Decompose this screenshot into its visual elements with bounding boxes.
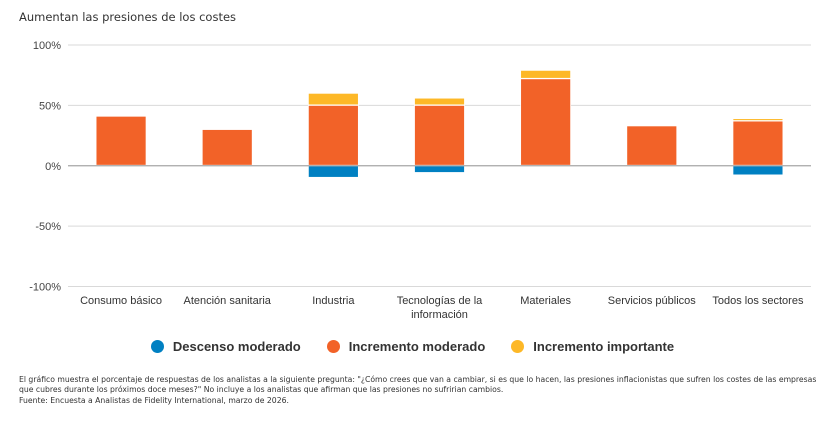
x-tick-label: Industria [312, 295, 355, 307]
y-tick-label: 100% [33, 40, 61, 52]
footnote: El gráfico muestra el porcentaje de resp… [19, 375, 819, 406]
bar-segment [520, 78, 572, 166]
legend-dot-icon [511, 340, 525, 353]
y-tick-label: -50% [35, 221, 61, 233]
footnote-line: El gráfico muestra el porcentaje de resp… [19, 375, 817, 384]
legend-label: Descenso moderado [172, 339, 301, 354]
bar-segment [307, 165, 359, 178]
legend-dot-icon [326, 340, 340, 353]
legend: Descenso moderado Incremento moderado In… [0, 339, 825, 354]
y-tick-label: 50% [39, 100, 61, 112]
chart-title: Aumentan las presiones de los costes [19, 10, 237, 24]
legend-dot-icon [150, 340, 164, 353]
x-tick-label: Atención sanitaria [183, 295, 271, 307]
legend-item-incremento-moderado[interactable]: Incremento moderado [326, 339, 486, 354]
x-tick-label: Tecnologías de la [397, 295, 483, 307]
bar-segment [414, 97, 465, 106]
x-axis-labels: Consumo básico Atención sanitaria Industri… [80, 295, 804, 321]
legend-label: Incremento moderado [348, 339, 486, 354]
x-tick-label: Consumo básico [80, 295, 162, 307]
bar-segment [520, 69, 572, 79]
bar-segment [732, 120, 784, 166]
y-axis-ticks: 100% 50% 0% -50% -100% [29, 40, 61, 294]
bar-segment [307, 104, 359, 166]
bar-segment [95, 115, 147, 166]
x-tick-label: información [411, 309, 468, 321]
legend-item-incremento-importante[interactable]: Incremento importante [511, 339, 674, 354]
stacked-bar-chart: 100% 50% 0% -50% -100% Consumo básico Atenció… [29, 40, 811, 321]
x-tick-label: Todos los sectores [712, 295, 804, 307]
footnote-line: que cubres durante los próximos doce mes… [19, 385, 504, 395]
bar-segment [732, 165, 784, 176]
bar-segment [626, 125, 678, 166]
x-tick-label: Servicios públicos [608, 295, 697, 307]
y-tick-label: -100% [29, 282, 61, 294]
bar-segment [307, 92, 359, 106]
bar-segment [732, 118, 784, 121]
bar-segment [201, 129, 253, 166]
legend-item-descenso-moderado[interactable]: Descenso moderado [150, 339, 301, 354]
legend-label: Incremento importante [533, 339, 675, 354]
bar-segment [414, 165, 465, 173]
footnote-line: Fuente: Encuesta a Analistas de Fidelity… [19, 395, 289, 405]
x-tick-label: Materiales [520, 295, 571, 307]
bar-segment [414, 104, 465, 166]
bars [95, 69, 784, 178]
y-tick-label: 0% [45, 161, 61, 173]
